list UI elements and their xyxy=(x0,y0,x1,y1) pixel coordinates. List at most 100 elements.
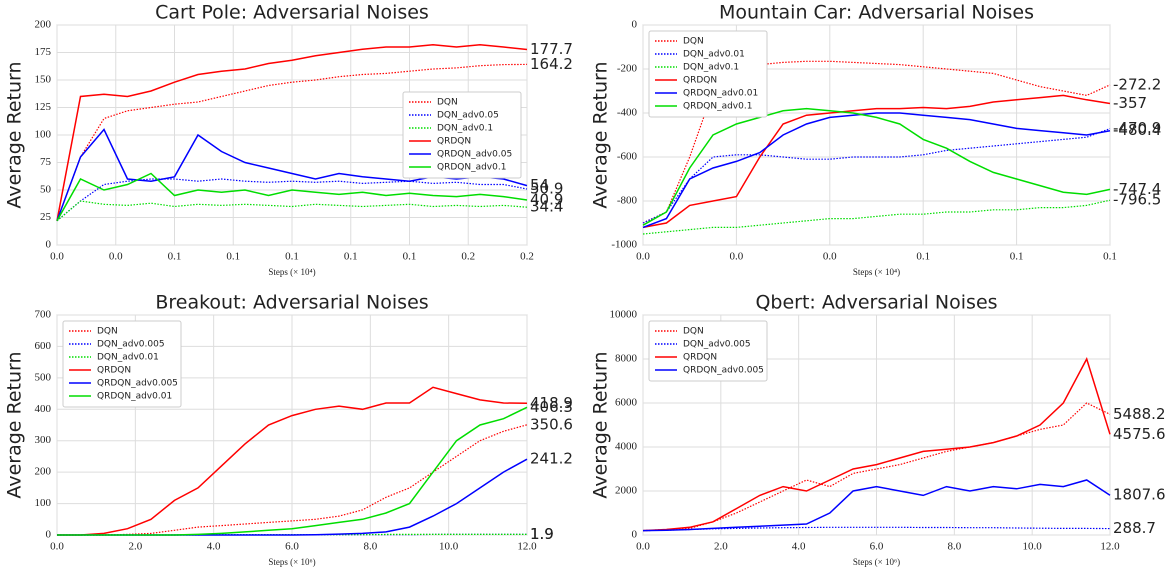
x-tick-label: 0.1 xyxy=(1103,251,1117,263)
series-line xyxy=(642,94,1111,229)
legend-label: QRDQN_adv0.05 xyxy=(437,150,512,160)
legend-box xyxy=(648,320,768,382)
y-axis-label: Average Return xyxy=(590,351,612,498)
y-tick-label: 200 xyxy=(35,466,52,478)
y-tick-label: -800 xyxy=(617,195,638,207)
x-tick-label: 0.0 xyxy=(636,251,650,263)
end-value-label: -796.5 xyxy=(1113,191,1161,209)
legend-label: DQN_adv0.1 xyxy=(437,124,493,134)
y-tick-label: -600 xyxy=(617,151,638,163)
x-tick-label: 12.0 xyxy=(517,541,537,553)
x-tick-label: 0.2 xyxy=(520,251,534,263)
x-tick-label: 8.0 xyxy=(363,541,377,553)
end-value-label: 1807.6 xyxy=(1113,486,1166,504)
end-value-label: 1.9 xyxy=(530,525,554,543)
legend-label: DQN xyxy=(97,327,118,337)
legend-box xyxy=(648,30,768,118)
x-axis-label: Steps (× 10⁴) xyxy=(853,267,900,277)
end-value-label: 40.9 xyxy=(530,191,563,209)
end-value-label: -747.4 xyxy=(1113,180,1161,198)
y-tick-label: 25 xyxy=(40,211,52,223)
y-axis-label: Average Return xyxy=(4,61,26,208)
y-tick-label: 400 xyxy=(35,403,52,415)
y-tick-label: 100 xyxy=(35,129,52,141)
end-value-label: -357 xyxy=(1113,94,1147,112)
x-axis-label: Steps (× 10⁴) xyxy=(268,267,315,277)
series-line xyxy=(56,63,528,222)
series-line xyxy=(57,386,528,536)
end-value-label: 241.2 xyxy=(530,450,573,468)
series-line xyxy=(56,200,528,222)
legend-label: DQN xyxy=(437,98,458,108)
end-value-label: 5488.2 xyxy=(1113,405,1166,423)
end-value-label: 288.7 xyxy=(1113,519,1156,537)
chart-title: Breakout: Adversarial Noises xyxy=(155,292,428,314)
y-tick-label: -1000 xyxy=(611,239,637,251)
y-tick-label: 500 xyxy=(35,371,52,383)
x-tick-label: 6.0 xyxy=(870,541,884,553)
series-line xyxy=(642,107,1111,226)
x-tick-label: 0.1 xyxy=(916,251,930,263)
end-value-label: 177.7 xyxy=(530,40,573,58)
series-line xyxy=(642,357,1111,532)
x-tick-label: 2.0 xyxy=(128,541,142,553)
y-tick-label: 150 xyxy=(35,74,52,86)
y-axis-label: Average Return xyxy=(4,351,26,498)
legend-label: QRDQN_adv0.005 xyxy=(683,366,764,376)
series-line xyxy=(642,199,1111,235)
legend-label: DQN_adv0.005 xyxy=(683,340,751,350)
end-value-label: 50.9 xyxy=(530,180,563,198)
y-tick-label: -400 xyxy=(617,107,638,119)
x-tick-label: 0.1 xyxy=(344,251,358,263)
x-tick-label: 4.0 xyxy=(792,541,806,553)
y-tick-label: 10000 xyxy=(610,309,638,321)
legend-label: QRDQN xyxy=(683,76,717,86)
chart-title: Cart Pole: Adversarial Noises xyxy=(155,2,429,24)
end-value-label: 164.2 xyxy=(530,55,573,73)
x-tick-label: 4.0 xyxy=(207,541,221,553)
y-tick-label: 0 xyxy=(632,19,638,31)
end-value-label: -480.4 xyxy=(1113,121,1161,139)
y-tick-label: 8000 xyxy=(615,353,638,365)
x-tick-label: 0.0 xyxy=(823,251,837,263)
y-tick-label: 100 xyxy=(35,497,52,509)
y-tick-label: 125 xyxy=(35,101,52,113)
end-value-label: -470.9 xyxy=(1113,119,1161,137)
chart-title: Mountain Car: Adversarial Noises xyxy=(719,2,1034,24)
legend-label: QRDQN xyxy=(97,366,131,376)
end-value-label: 1.9 xyxy=(530,525,554,543)
end-value-label: 34.4 xyxy=(530,198,563,216)
legend-label: DQN xyxy=(683,327,704,337)
series-line xyxy=(642,479,1111,532)
legend-label: DQN xyxy=(683,37,704,47)
x-tick-label: 8.0 xyxy=(947,541,961,553)
legend-label: QRDQN_adv0.1 xyxy=(683,102,752,112)
x-tick-label: 0.0 xyxy=(50,251,64,263)
series-line xyxy=(57,424,528,536)
y-axis-label: Average Return xyxy=(590,61,612,208)
y-tick-label: 75 xyxy=(40,156,52,168)
x-tick-label: 0.0 xyxy=(636,541,650,553)
legend-label: DQN_adv0.005 xyxy=(97,340,165,350)
legend-label: QRDQN xyxy=(437,137,471,147)
x-tick-label: 2.0 xyxy=(714,541,728,553)
legend-label: DQN_adv0.1 xyxy=(683,63,739,73)
x-tick-label: 10.0 xyxy=(1023,541,1043,553)
x-tick-label: 0.0 xyxy=(50,541,64,553)
y-tick-label: 175 xyxy=(35,46,52,58)
x-tick-label: 6.0 xyxy=(285,541,299,553)
series-line xyxy=(56,172,528,222)
legend-label: QRDQN_adv0.005 xyxy=(97,379,178,389)
x-tick-label: 0.1 xyxy=(226,251,240,263)
end-value-label: 54 xyxy=(530,176,549,194)
end-value-label: 418.9 xyxy=(530,394,573,412)
y-tick-label: 200 xyxy=(35,19,52,31)
x-tick-label: 0.0 xyxy=(109,251,123,263)
legend-box xyxy=(402,91,522,179)
y-tick-label: 600 xyxy=(35,340,52,352)
y-tick-label: 0 xyxy=(46,529,52,541)
x-tick-label: 0.2 xyxy=(461,251,475,263)
series-line xyxy=(642,128,1111,224)
legend-label: QRDQN_adv0.01 xyxy=(683,89,758,99)
